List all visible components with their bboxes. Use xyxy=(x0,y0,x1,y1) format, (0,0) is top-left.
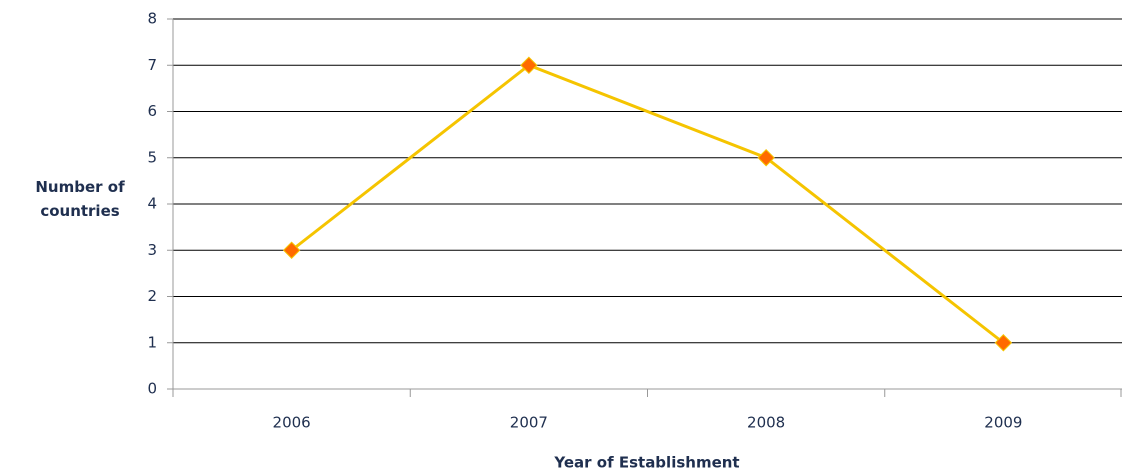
y-tick-label: 5 xyxy=(147,148,157,166)
marker xyxy=(282,241,301,259)
x-axis-title: Year of Establishment xyxy=(553,454,739,472)
y-tick-label: 8 xyxy=(147,10,157,28)
marker xyxy=(520,56,538,74)
x-tick-label: 2008 xyxy=(747,414,785,432)
marker xyxy=(994,334,1013,352)
marker xyxy=(757,149,775,167)
y-tick-label: 3 xyxy=(147,241,157,259)
x-tick-label: 2006 xyxy=(273,414,311,432)
x-tick-label: 2009 xyxy=(984,414,1022,432)
y-tick-label: 4 xyxy=(147,195,157,213)
y-tick-label: 7 xyxy=(147,56,157,74)
y-axis-title: Number of countries xyxy=(35,178,125,220)
y-tick-label: 1 xyxy=(147,333,157,351)
y-tick-label: 6 xyxy=(147,102,157,120)
y-tick-label: 0 xyxy=(147,380,157,398)
y-axis-title-box: Number of countries xyxy=(0,175,160,223)
y-tick-label: 2 xyxy=(147,287,157,305)
line xyxy=(290,63,1005,344)
x-tick-label: 2007 xyxy=(510,414,548,432)
